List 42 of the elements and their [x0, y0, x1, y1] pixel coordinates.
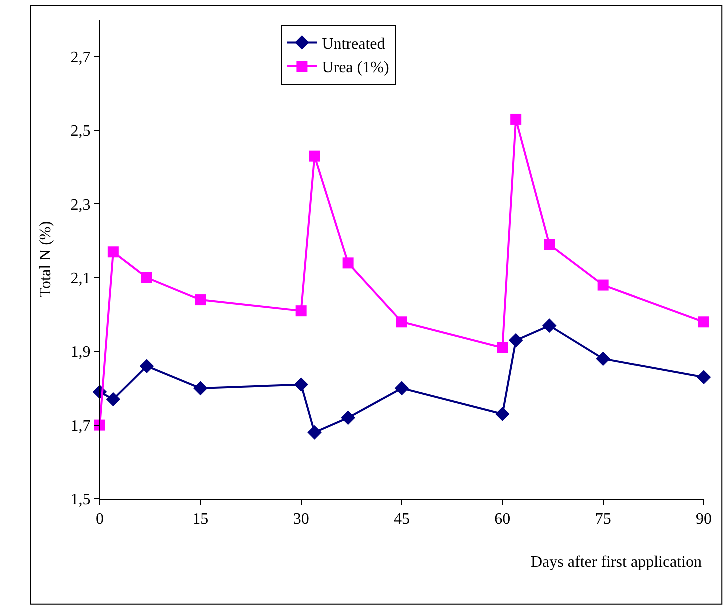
point [140, 359, 154, 374]
y-tick-label: 2,5 [70, 123, 91, 140]
legend-label: Urea (1%) [322, 60, 390, 77]
y-axis-title: Total N (%) [38, 221, 55, 298]
y-tick-label: 1,5 [70, 492, 91, 509]
x-axis-title: Days after first application [531, 554, 702, 571]
point [309, 150, 320, 162]
point [544, 239, 556, 250]
x-tick-label: 30 [293, 511, 310, 528]
point [497, 342, 508, 354]
point [342, 258, 354, 269]
point [308, 426, 322, 440]
x-tick-label: 45 [394, 511, 410, 528]
point [108, 246, 119, 258]
point [195, 294, 206, 306]
point [598, 280, 609, 291]
x-tick-label: 15 [192, 511, 209, 528]
y-tick-label: 2,3 [70, 196, 91, 214]
x-tick-label: 0 [96, 511, 104, 528]
x-tick-label: 90 [696, 511, 712, 528]
y-tick-label: 1,7 [70, 418, 91, 435]
point [496, 407, 510, 422]
y-tick-label: 2,7 [70, 49, 91, 66]
point [542, 318, 557, 333]
point [510, 114, 522, 125]
y-tick-label: 1,9 [70, 344, 91, 362]
point [194, 381, 208, 396]
point [698, 316, 710, 328]
x-tick-label: 75 [595, 511, 612, 528]
x-tick-label: 60 [494, 511, 511, 528]
point [596, 352, 610, 366]
point [294, 378, 308, 392]
y-tick-label: 2,1 [70, 270, 91, 288]
point [508, 333, 524, 348]
point [141, 272, 152, 284]
point [396, 316, 408, 328]
point [106, 392, 121, 407]
point [341, 410, 356, 426]
point [296, 306, 307, 317]
point [696, 370, 712, 385]
legend-label: Untreated [322, 36, 386, 53]
point [394, 381, 410, 396]
